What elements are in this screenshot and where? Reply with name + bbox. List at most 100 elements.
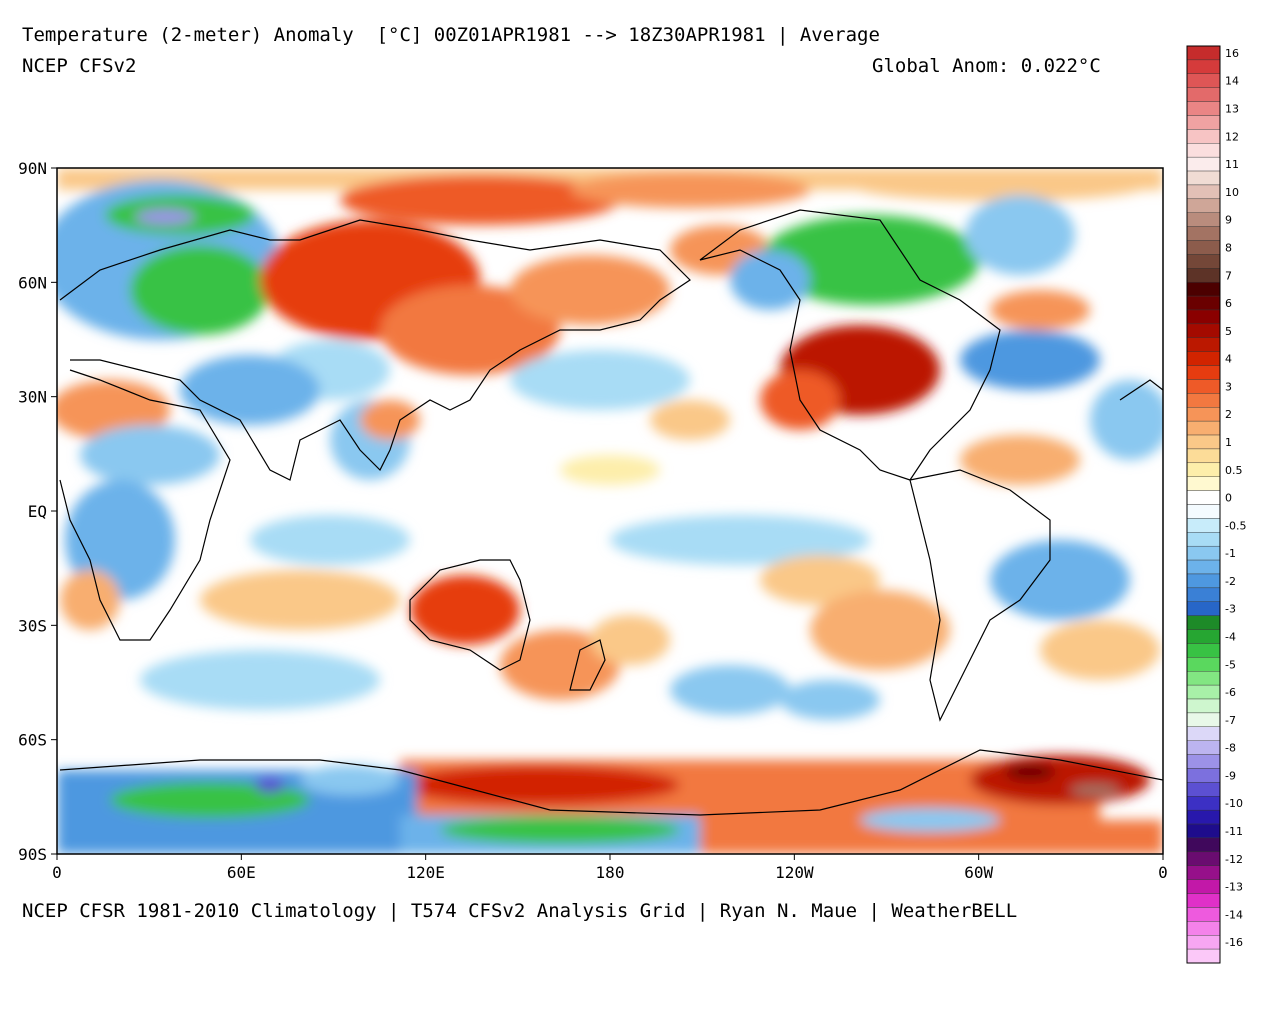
colorbar-swatch [1186,365,1221,380]
lon-label: 120W [775,863,814,882]
lon-label: 60E [227,863,256,882]
colorbar-swatch [1186,212,1221,227]
colorbar-swatch [1186,573,1221,589]
colorbar-swatch [1186,379,1221,394]
colorbar-label: 9 [1225,214,1232,227]
colorbar-swatch [1186,643,1221,658]
colorbar-swatch [1186,921,1221,936]
colorbar-swatch [1186,698,1221,714]
map-field [57,168,1163,854]
colorbar-swatch [1186,281,1221,297]
colorbar-swatch [1186,782,1221,797]
colorbar-swatch [1186,796,1221,811]
lat-label: 30S [18,616,47,635]
colorbar-swatch [1186,170,1221,186]
colorbar-swatch [1186,754,1221,769]
lat-label: 30N [18,388,47,407]
colorbar-swatch [1186,434,1221,450]
credit-footer: NCEP CFSR 1981-2010 Climatology | T574 C… [22,900,1018,922]
longitude-axis: 0 60E 120E 180 120W 60W 0 [52,854,1168,882]
colorbar-swatch [1186,490,1221,505]
colorbar-label: -3 [1225,603,1236,616]
colorbar-swatch [1186,518,1221,533]
colorbar-swatch [1186,907,1221,922]
colorbar-swatch [1186,559,1221,575]
colorbar-swatch [1186,587,1221,602]
colorbar-label: 0 [1225,492,1232,505]
colorbar-swatch [1186,893,1221,908]
colorbar-label: 10 [1225,186,1239,199]
colorbar-label: 0.5 [1225,464,1243,477]
colorbar-swatch [1186,851,1221,866]
colorbar-swatch [1186,768,1221,783]
lat-label: 60S [18,731,47,750]
map-title: Temperature (2-meter) Anomaly [°C] 00Z01… [22,24,880,46]
colorbar-label: 13 [1225,103,1239,116]
colorbar-swatch [1186,809,1221,825]
model-subtitle: NCEP CFSv2 [22,55,137,77]
lat-label: 90N [18,159,47,178]
colorbar-swatch [1186,73,1221,88]
lon-label: 120E [406,863,445,882]
lon-label: 0 [52,863,62,882]
colorbar-swatch [1186,684,1221,700]
colorbar-label: -6 [1225,686,1236,699]
colorbar-swatch [1186,295,1221,311]
colorbar-label: 7 [1225,269,1232,282]
colorbar-label: -12 [1225,853,1243,866]
colorbar-label: -11 [1225,825,1243,838]
colorbar-swatch [1186,337,1221,352]
colorbar-swatch [1186,143,1221,158]
colorbar-label: 6 [1225,297,1232,310]
colorbar-swatch [1186,254,1221,269]
colorbar-swatch [1186,476,1221,491]
colorbar-swatch [1186,393,1221,408]
colorbar-label: 14 [1225,75,1239,88]
colorbar-label: 4 [1225,353,1232,366]
colorbar-swatch [1186,268,1221,283]
colorbar-label: -7 [1225,714,1236,727]
colorbar-swatch [1186,323,1221,338]
colorbar-label: -1 [1225,547,1236,560]
lat-label: 60N [18,273,47,292]
coastlines [59,209,1163,816]
colorbar-swatch [1186,532,1221,547]
colorbar-swatch [1186,935,1221,950]
colorbar-swatch [1186,504,1221,519]
colorbar-swatch [1186,420,1221,436]
colorbar-label: 3 [1225,380,1232,393]
colorbar-swatch [1186,129,1221,144]
colorbar-label: -14 [1225,908,1243,921]
colorbar-swatch [1186,226,1221,241]
colorbar-swatch [1186,865,1221,880]
colorbar-label: 1 [1225,436,1232,449]
colorbar-label: -0.5 [1225,519,1246,532]
colorbar-border [1186,45,1221,964]
latitude-axis: 90N 60N 30N EQ 30S 60S 90S [18,159,57,864]
colorbar-swatch [1186,156,1221,172]
colorbar-swatch [1186,462,1221,477]
colorbar-label: -8 [1225,742,1236,755]
colorbar-swatch [1186,59,1221,74]
colorbar-swatch [1186,712,1221,728]
colorbar-swatch [1186,823,1221,839]
colorbar-swatch [1186,448,1221,464]
colorbar-swatch [1186,309,1221,325]
global-anomaly-value: Global Anom: 0.022°C [872,55,1101,77]
colorbar-label: -16 [1225,936,1243,949]
colorbar-swatch [1186,545,1221,561]
colorbar-swatch [1186,740,1221,755]
colorbar-label: -9 [1225,769,1236,782]
colorbar-swatch [1186,115,1221,130]
colorbar-label: 12 [1225,130,1239,143]
lon-label: 0 [1158,863,1168,882]
colorbar-swatch [1186,87,1221,102]
colorbar-label: 5 [1225,325,1232,338]
colorbar-swatch [1186,184,1221,200]
colorbar-swatch [1186,407,1221,422]
colorbar-swatch [1186,837,1221,853]
colorbar-label: -10 [1225,797,1243,810]
colorbar-label: 2 [1225,408,1232,421]
lon-label: 60W [964,863,993,882]
